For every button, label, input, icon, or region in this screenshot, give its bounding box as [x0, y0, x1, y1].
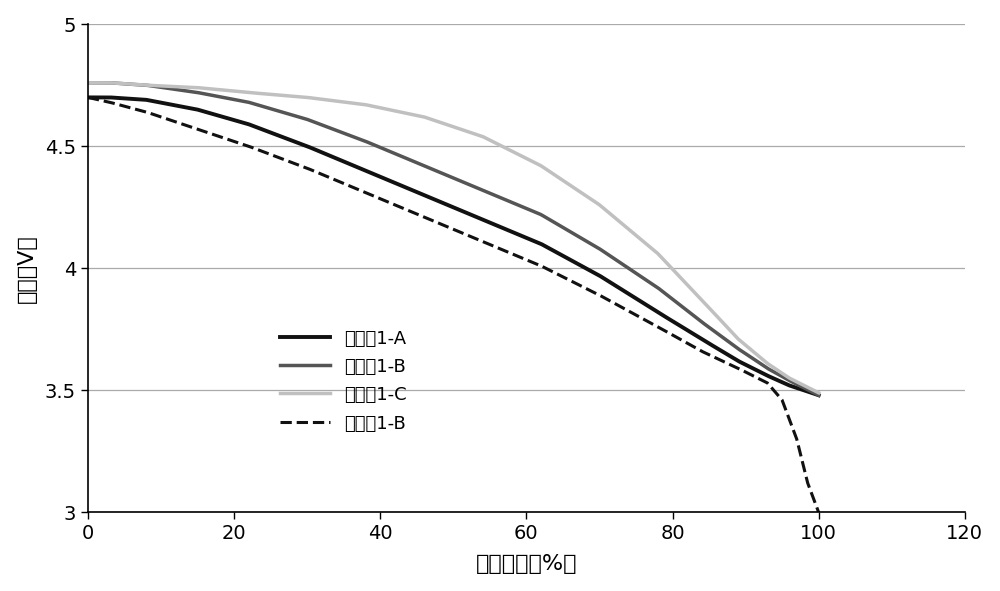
实施例1-A — [413, 189, 425, 196]
实施例1-A — [82, 94, 94, 101]
Line: 实施例1-C: 实施例1-C — [88, 83, 819, 393]
实施例1-B — [82, 79, 94, 86]
对比例1-B — [632, 313, 644, 320]
Y-axis label: 电压（V）: 电压（V） — [17, 234, 37, 303]
实施例1-C — [270, 91, 282, 98]
实施例1-B — [813, 392, 825, 399]
实施例1-C — [211, 86, 223, 93]
实施例1-B — [211, 93, 223, 100]
实施例1-A — [570, 259, 582, 267]
实施例1-B — [270, 106, 282, 113]
实施例1-A — [632, 296, 644, 303]
Line: 实施例1-A: 实施例1-A — [88, 98, 819, 395]
Line: 对比例1-B: 对比例1-B — [88, 98, 819, 512]
实施例1-A — [513, 231, 525, 238]
实施例1-C — [632, 233, 644, 241]
实施例1-C — [813, 389, 825, 397]
对比例1-B — [513, 253, 525, 260]
实施例1-C — [513, 151, 525, 158]
实施例1-C — [82, 79, 94, 86]
实施例1-C — [413, 112, 425, 119]
X-axis label: 容量保持（%）: 容量保持（%） — [476, 554, 577, 574]
对比例1-B — [82, 94, 94, 101]
实施例1-B — [632, 271, 644, 278]
对比例1-B — [813, 509, 825, 516]
对比例1-B — [270, 153, 282, 160]
实施例1-B — [513, 202, 525, 209]
Legend: 实施例1-A, 实施例1-B, 实施例1-C, 对比例1-B: 实施例1-A, 实施例1-B, 实施例1-C, 对比例1-B — [272, 323, 414, 440]
实施例1-C — [570, 186, 582, 193]
实施例1-A — [813, 392, 825, 399]
对比例1-B — [570, 280, 582, 287]
实施例1-A — [270, 131, 282, 138]
实施例1-A — [211, 112, 223, 119]
Line: 实施例1-B: 实施例1-B — [88, 83, 819, 395]
对比例1-B — [211, 132, 223, 139]
实施例1-B — [413, 160, 425, 167]
实施例1-B — [570, 232, 582, 239]
对比例1-B — [413, 211, 425, 218]
